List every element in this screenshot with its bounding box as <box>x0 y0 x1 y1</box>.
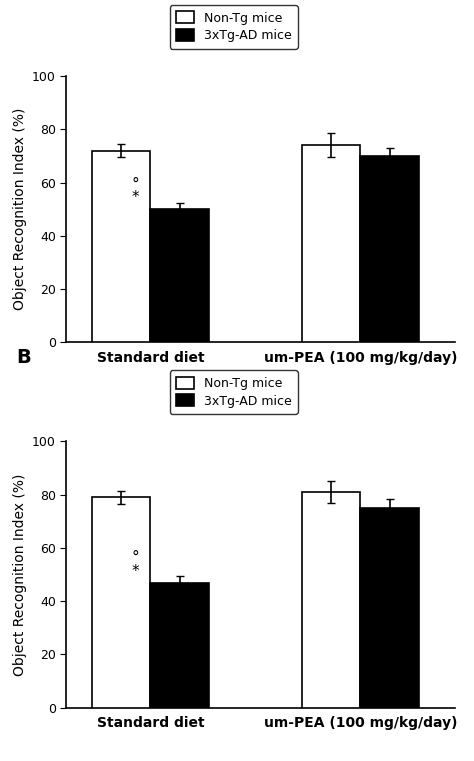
Bar <box>91 151 150 342</box>
Legend: Non-Tg mice, 3xTg-AD mice: Non-Tg mice, 3xTg-AD mice <box>170 5 298 49</box>
Legend: Non-Tg mice, 3xTg-AD mice: Non-Tg mice, 3xTg-AD mice <box>170 371 298 414</box>
Bar <box>150 583 209 708</box>
Bar <box>91 498 150 708</box>
Text: °: ° <box>132 550 139 565</box>
Bar <box>150 209 209 342</box>
Bar <box>301 145 361 342</box>
Text: A: A <box>16 0 31 2</box>
Bar <box>361 156 419 342</box>
Y-axis label: Object Recognition Index (%): Object Recognition Index (%) <box>12 108 27 310</box>
Bar <box>301 492 361 708</box>
Y-axis label: Object Recognition Index (%): Object Recognition Index (%) <box>12 473 27 676</box>
Text: *: * <box>132 564 139 578</box>
Text: °: ° <box>132 177 139 192</box>
Text: *: * <box>132 190 139 205</box>
Bar <box>361 508 419 708</box>
Text: B: B <box>16 348 31 367</box>
